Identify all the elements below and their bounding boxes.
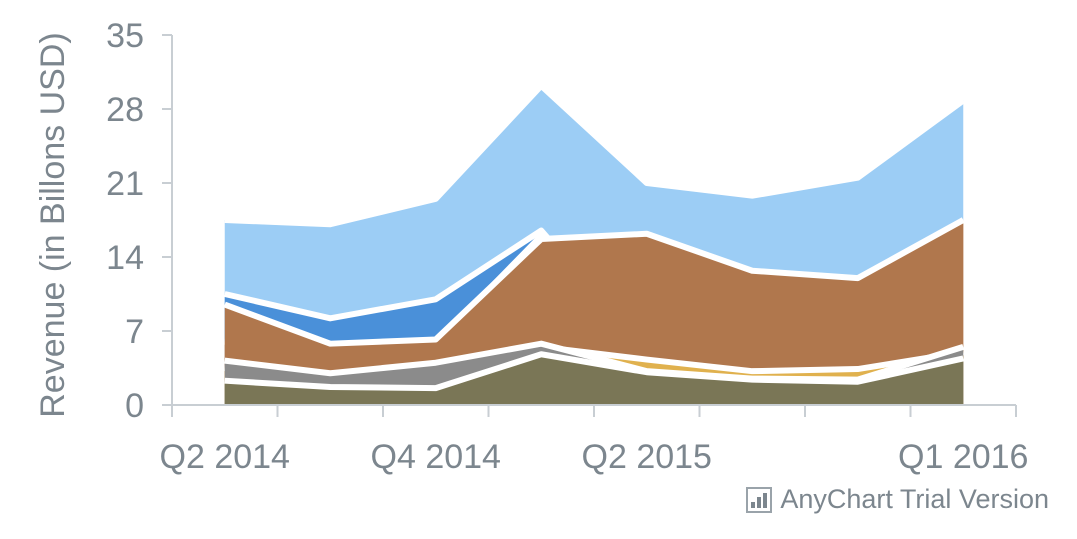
series-outline-1 [224,82,966,228]
y-tick-label: 0 [125,387,144,425]
y-tick-label: 21 [106,165,144,203]
y-tick-label: 7 [125,313,144,351]
area-series-7[interactable] [224,354,964,405]
series-outline-4 [223,217,965,347]
credits[interactable]: AnyChart Trial Version [746,484,1049,515]
y-axis-title: Revenue (in Billons USD) [34,32,72,418]
y-tick-label: 35 [106,17,144,55]
x-tick-label: Q1 2016 [898,438,1028,476]
area-series-4[interactable] [224,220,964,405]
y-tick-label: 28 [106,91,144,129]
x-tick-label: Q2 2014 [160,438,290,476]
series-layer [223,82,966,405]
series-outline-7 [224,351,964,392]
chart-logo-icon [746,486,773,513]
y-tick-label: 14 [106,239,144,277]
credits-text: AnyChart Trial Version [780,484,1049,514]
x-tick-label: Q4 2014 [371,438,501,476]
x-tick-label: Q2 2015 [582,438,712,476]
axis-layer: 0 7 14 21 28 35 Q2 2014 Q4 2014 Q2 2015 Q1 2016 [106,17,1028,476]
